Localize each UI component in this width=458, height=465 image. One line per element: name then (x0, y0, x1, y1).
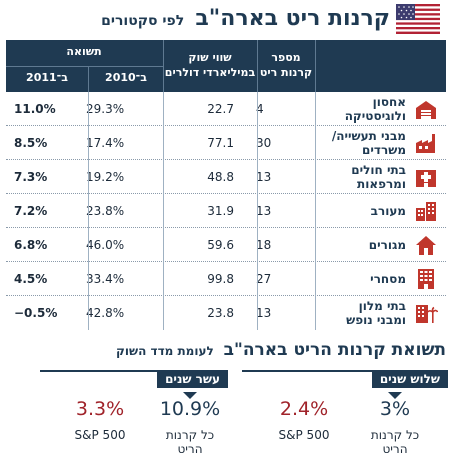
return-2011-cell: −0.5% (14, 306, 58, 320)
market-cap-cell: 23.8 (207, 306, 234, 320)
reit-return-value: 3% (379, 398, 411, 420)
index-return-label: S&P 500 (278, 428, 330, 442)
index-return-value: 3.3% (75, 398, 125, 420)
mixed-buildings-icon (416, 202, 436, 221)
return-2011-cell: 8.5% (14, 136, 48, 150)
sector-name-cell: מסחרי (370, 272, 406, 286)
sector-name-cell: מבני תעשייה/ משרדים (331, 129, 406, 157)
return-2011-cell: 4.5% (14, 272, 48, 286)
group-tag: עשר שנים (157, 370, 228, 388)
market-cap-cell: 99.8 (207, 272, 234, 286)
return-2010-cell: 42.8% (86, 306, 125, 320)
return-2011-cell: 11.0% (14, 102, 56, 116)
reit-count-cell: 30 (256, 136, 272, 150)
group-three-years: שלוש שנים 3% כל קרנות הריט 2.4% S&P 500 (242, 370, 448, 462)
hospital-icon (416, 170, 436, 187)
market-cap-cell: 77.1 (207, 136, 234, 150)
reit-count-cell: 4 (256, 102, 264, 116)
sector-name-cell: מעורב (370, 204, 406, 218)
index-return-label: S&P 500 (74, 428, 126, 442)
us-flag-icon (396, 4, 440, 34)
col-header-return-2011: ב־2011 (26, 71, 68, 84)
market-cap-cell: 31.9 (207, 204, 234, 218)
table-row: 4.5% 33.4% 99.8 27 מסחרי (6, 262, 446, 296)
reit-count-cell: 27 (256, 272, 272, 286)
market-cap-cell: 22.7 (207, 102, 234, 116)
return-2010-cell: 17.4% (86, 136, 125, 150)
page-title: קרנות ריט בארה"ב (195, 6, 390, 31)
chart-title: קרנות ריט בארה"ב לפי סקטורים (101, 6, 390, 31)
return-2010-cell: 19.2% (86, 170, 125, 184)
col-header-return-2010: ב־2010 (105, 71, 147, 84)
factory-icon (416, 134, 435, 153)
table-row: 6.8% 46.0% 59.6 18 מגורים (6, 228, 446, 262)
table-row: −0.5% 42.8% 23.8 13 בתי מלון ומבני נופש (6, 296, 446, 330)
commercial-building-icon (418, 269, 434, 289)
hotel-palm-icon (416, 305, 438, 323)
comparison-title: תשואת קרנות הריט בארה"ב לעומת מדד השוק (116, 340, 446, 360)
col-header-return: תשואה (66, 45, 102, 58)
index-return-value: 2.4% (279, 398, 329, 420)
reit-return-label: כל קרנות הריט (165, 428, 215, 456)
reit-return-label: כל קרנות הריט (370, 428, 420, 456)
return-2011-cell: 7.3% (14, 170, 48, 184)
return-2010-cell: 33.4% (86, 272, 125, 286)
sector-name-cell: בתי חולים ומרפאות (351, 163, 406, 191)
reit-count-cell: 13 (256, 306, 272, 320)
market-cap-cell: 48.8 (207, 170, 234, 184)
return-2011-cell: 6.8% (14, 238, 48, 252)
group-ten-years: עשר שנים 10.9% כל קרנות הריט 3.3% S&P 50… (40, 370, 228, 462)
market-cap-cell: 59.6 (207, 238, 234, 252)
reit-count-cell: 13 (256, 204, 272, 218)
return-2011-cell: 7.2% (14, 204, 48, 218)
sector-name-cell: אחסון ולוגיסטיקה (344, 95, 406, 123)
comparison-title-text: תשואת קרנות הריט בארה"ב (223, 340, 446, 360)
reit-return-value: 10.9% (159, 398, 221, 420)
reit-count-cell: 18 (256, 238, 272, 252)
col-header-count: מספר קרנות ריט (259, 51, 313, 79)
reit-count-cell: 13 (256, 170, 272, 184)
arrow-down-icon (388, 392, 402, 399)
comparison-subtitle: לעומת מדד השוק (116, 344, 214, 358)
table-row: 8.5% 17.4% 77.1 30 מבני תעשייה/ משרדים (6, 126, 446, 160)
col-header-market-cap: שווי שוק במיליארדי דולרים (164, 51, 256, 79)
arrow-down-icon (183, 392, 197, 399)
sector-name-cell: בתי מלון ומבני נופש (346, 299, 406, 327)
table-header: תשואה ב־2010 ב־2011 שווי שוק במיליארדי ד… (6, 40, 446, 92)
table-row: 7.3% 19.2% 48.8 13 בתי חולים ומרפאות (6, 160, 446, 194)
table-row: 11.0% 29.3% 22.7 4 אחסון ולוגיסטיקה (6, 92, 446, 126)
group-tag: שלוש שנים (371, 370, 448, 388)
return-2010-cell: 23.8% (86, 204, 125, 218)
house-icon (416, 236, 436, 255)
page-subtitle: לפי סקטורים (101, 13, 185, 29)
sector-name-cell: מגורים (368, 238, 406, 252)
table-row: 7.2% 23.8% 31.9 13 מעורב (6, 194, 446, 228)
return-2010-cell: 46.0% (86, 238, 125, 252)
warehouse-icon (416, 101, 436, 119)
return-2010-cell: 29.3% (86, 102, 125, 116)
